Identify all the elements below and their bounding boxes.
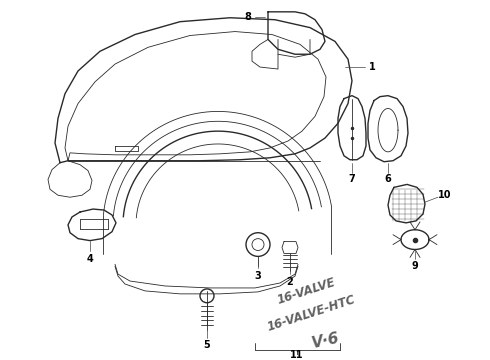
Text: 7: 7 [348,175,355,184]
Text: 5: 5 [204,340,210,350]
Text: 8: 8 [245,12,251,22]
Text: 11: 11 [290,350,304,360]
Text: 10: 10 [438,190,452,200]
Text: 4: 4 [87,255,94,264]
Text: 1: 1 [368,62,375,72]
Text: V·6: V·6 [310,330,341,351]
Text: 2: 2 [287,277,294,287]
Text: 6: 6 [385,175,392,184]
Text: 9: 9 [412,261,418,271]
Text: 16-VALVE: 16-VALVE [275,275,337,306]
Text: 3: 3 [255,271,261,281]
Text: 16-VALVE-HTC: 16-VALVE-HTC [265,293,357,334]
